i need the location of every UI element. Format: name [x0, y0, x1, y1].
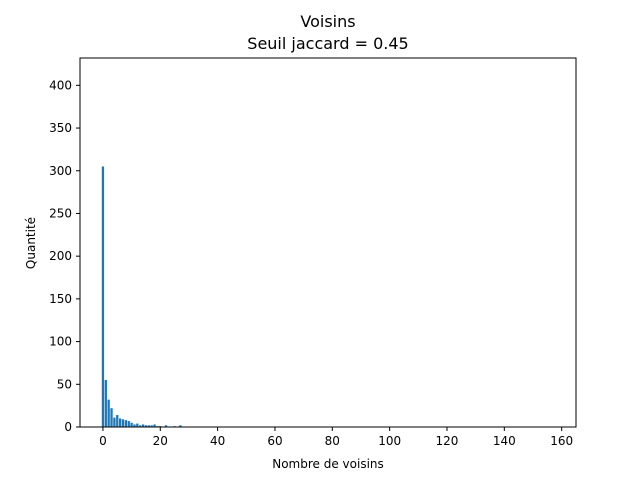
x-tick-label: 160 — [550, 434, 573, 448]
bar-17 — [150, 425, 153, 427]
y-axis: 0 50 100 150 200 250 300 350 400 — [49, 78, 80, 434]
bar-8 — [124, 420, 128, 427]
bars-group — [101, 166, 182, 428]
y-tick-label: 200 — [49, 249, 72, 263]
bar-12 — [136, 423, 139, 427]
y-tick-label: 250 — [49, 206, 72, 220]
bar-7 — [121, 419, 125, 427]
bar-3 — [110, 408, 113, 427]
bar-6 — [118, 418, 122, 427]
y-tick-label: 350 — [49, 121, 72, 135]
x-axis-label: Nombre de voisins — [272, 457, 384, 471]
chart-title: Voisins — [300, 12, 355, 31]
x-tick-label: 20 — [153, 434, 168, 448]
x-tick-label: 120 — [436, 434, 459, 448]
x-axis: 0 20 40 60 80 100 120 140 160 — [99, 427, 573, 448]
bar-4 — [113, 417, 116, 427]
y-tick-label: 300 — [49, 164, 72, 178]
x-tick-label: 60 — [267, 434, 282, 448]
y-tick-label: 0 — [64, 420, 72, 434]
bar-16 — [147, 425, 150, 427]
chart-subtitle: Seuil jaccard = 0.45 — [247, 34, 408, 53]
plot-frame — [79, 57, 577, 428]
bar-1 — [104, 380, 107, 427]
x-tick-label: 0 — [99, 434, 107, 448]
bar-2 — [107, 399, 110, 427]
bar-14 — [141, 424, 145, 427]
x-tick-label: 140 — [493, 434, 516, 448]
bar-27 — [179, 425, 182, 427]
bar-9 — [127, 421, 130, 427]
x-tick-label: 100 — [378, 434, 401, 448]
bar-11 — [133, 424, 136, 427]
x-tick-label: 40 — [210, 434, 225, 448]
bar-22 — [164, 425, 168, 427]
bar-0 — [101, 166, 105, 428]
y-tick-label: 100 — [49, 335, 72, 349]
y-tick-label: 400 — [49, 78, 72, 92]
y-tick-label: 50 — [57, 377, 72, 391]
bar-13 — [139, 425, 142, 427]
bar-10 — [130, 422, 133, 427]
bar-5 — [116, 415, 119, 427]
y-tick-label: 150 — [49, 292, 72, 306]
y-axis-label: Quantité — [24, 217, 38, 269]
bar-15 — [144, 425, 148, 427]
x-tick-label: 80 — [325, 434, 340, 448]
bar-18 — [153, 424, 156, 427]
